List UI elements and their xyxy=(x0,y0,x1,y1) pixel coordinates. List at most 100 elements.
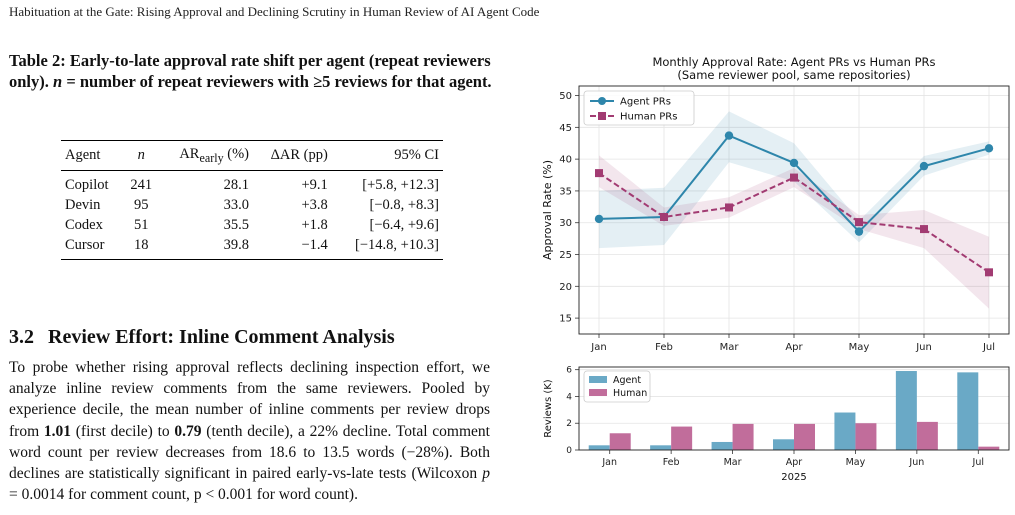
header-n-text: n xyxy=(137,147,145,164)
x-tick-label: Mar xyxy=(724,457,742,468)
y-tick-label: 25 xyxy=(559,250,572,261)
cell-dar: +1.8 xyxy=(301,216,328,233)
y-tick-label: 6 xyxy=(566,366,572,376)
bar xyxy=(711,441,733,450)
legend-marker xyxy=(598,112,606,120)
header-ar-early: ARearly (%) xyxy=(159,141,253,171)
x-tick-label: Jul xyxy=(982,342,995,352)
y-tick-label: 4 xyxy=(566,392,572,402)
cell-ar: 35.5 xyxy=(223,216,249,233)
x-tick-label: Feb xyxy=(655,342,673,352)
x-tick-label: Jan xyxy=(590,342,606,352)
header-agent: Agent xyxy=(65,147,101,164)
reviews-bar-chart: 0 2 4 6 Jan Feb Mar Apr May Jun Jul 2025 Reviews (K)… xyxy=(543,366,1010,483)
cell-agent: Cursor xyxy=(65,236,105,253)
data-point xyxy=(595,169,603,178)
para-bold-value: 1.01 xyxy=(43,422,72,440)
data-point xyxy=(724,131,734,140)
body-paragraph: To probe whether rising approval reflect… xyxy=(9,357,490,505)
data-point xyxy=(920,225,928,234)
running-head: Habituation at the Gate: Rising Approval… xyxy=(9,4,540,19)
y-tick-label: 50 xyxy=(559,91,572,102)
cell-ci: [+5.8, +12.3] xyxy=(362,176,439,193)
table-row: Copilot 241 28.1 +9.1 [+5.8, +12.3] xyxy=(61,170,443,195)
cell-dar: −1.4 xyxy=(301,236,328,253)
bar xyxy=(609,433,631,450)
header-ar-unit: (%) xyxy=(223,146,249,162)
y-axis-label: Reviews (K) xyxy=(543,379,554,438)
legend-swatch xyxy=(589,389,607,396)
y-axis-label: Approval Rate (%) xyxy=(541,160,554,260)
cell-ar: 28.1 xyxy=(223,176,249,193)
para-text: To probe whether rising approval reflect… xyxy=(9,359,490,440)
plot-frame xyxy=(578,85,1010,335)
x-tick-label: Feb xyxy=(663,457,680,468)
confidence-band xyxy=(599,155,989,309)
x-tick-label: May xyxy=(849,342,870,352)
y-tick-label: 40 xyxy=(559,155,572,166)
legend-marker xyxy=(598,97,606,105)
table-header-row: Agent n ARearly (%) ΔAR (pp) 95% CI xyxy=(61,140,443,171)
plot-frame xyxy=(578,366,1010,451)
cell-ar: 33.0 xyxy=(223,196,249,213)
cell-agent: Codex xyxy=(65,216,103,233)
header-delta-ar: ΔAR (pp) xyxy=(270,147,328,164)
cell-n: 18 xyxy=(133,236,149,253)
para-text: (first decile) to xyxy=(71,422,175,440)
bar xyxy=(855,423,877,450)
cell-dar: +3.8 xyxy=(301,196,328,213)
x-tick-label: Apr xyxy=(785,342,803,352)
chart-title: Monthly Approval Rate: Agent PRs vs Huma… xyxy=(652,55,935,69)
bar xyxy=(794,423,815,450)
caption-n: n xyxy=(53,72,63,91)
bar xyxy=(895,371,917,450)
cell-n: 51 xyxy=(133,216,149,233)
table-row: Devin 95 33.0 +3.8 [−0.8, +8.3] xyxy=(61,195,443,215)
x-tick-label: Jun xyxy=(915,342,932,352)
y-tick-label: 45 xyxy=(559,123,572,134)
data-point xyxy=(985,268,993,277)
data-point xyxy=(854,227,864,236)
para-text: (tenth decile), a 22% decline. Total com… xyxy=(9,422,490,483)
bar xyxy=(650,445,672,450)
y-tick-label: 0 xyxy=(566,446,572,456)
data-point xyxy=(594,214,604,224)
data-point xyxy=(725,203,733,212)
legend: Agent PRs Human PRs xyxy=(583,90,695,126)
x-tick-label: Apr xyxy=(786,457,803,468)
bar xyxy=(732,423,754,450)
bar xyxy=(978,446,1000,450)
x-axis-label: 2025 xyxy=(781,472,806,483)
x-tick-label: May xyxy=(846,457,866,468)
x-tick-label: Jun xyxy=(908,457,924,468)
cell-ci: [−6.4, +9.6] xyxy=(369,216,439,233)
bar xyxy=(916,421,938,450)
header-ar-sub: early xyxy=(199,150,224,165)
cell-n: 241 xyxy=(130,176,153,193)
legend-label: Agent xyxy=(613,375,641,386)
y-tick-label: 15 xyxy=(559,314,572,325)
bar xyxy=(773,439,794,450)
bar xyxy=(588,445,610,450)
para-text: p < 0.001 for word count). xyxy=(193,486,358,504)
data-point xyxy=(789,158,799,168)
para-bold-value: 0.79 xyxy=(174,422,202,440)
x-tick-label: Jan xyxy=(601,457,617,468)
header-ar-base: AR xyxy=(179,146,200,162)
results-table: Agent n ARearly (%) ΔAR (pp) 95% CI Copi… xyxy=(61,140,443,260)
data-point xyxy=(855,218,863,227)
chart-subtitle: (Same reviewer pool, same repositories) xyxy=(677,68,910,82)
cell-ci: [−14.8, +10.3] xyxy=(354,236,439,253)
y-tick-label: 2 xyxy=(566,419,572,429)
bar xyxy=(671,426,693,450)
header-ci: 95% CI xyxy=(394,147,439,164)
cell-ci: [−0.8, +8.3] xyxy=(369,196,439,213)
caption-rest: = number of repeat reviewers with ≥5 re­… xyxy=(62,72,492,91)
table-caption: Table 2: Early-to-late approval rate shi… xyxy=(9,50,494,92)
cell-agent: Devin xyxy=(65,196,101,213)
legend: Agent Human xyxy=(583,370,651,403)
x-tick-label: Mar xyxy=(720,342,740,352)
cell-ar: 39.8 xyxy=(223,236,249,253)
left-column: Table 2: Early-to-late approval rate shi… xyxy=(9,50,494,503)
data-point xyxy=(919,161,929,171)
